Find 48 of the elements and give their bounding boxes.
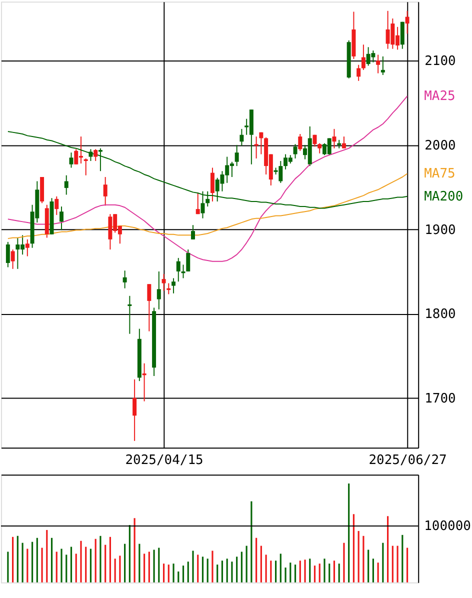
candlestick — [254, 136, 258, 159]
candlestick — [60, 206, 64, 231]
candlestick — [191, 224, 195, 240]
candlestick — [356, 64, 361, 82]
candlestick — [298, 134, 302, 152]
text: 100000 — [424, 519, 471, 534]
candlestick — [156, 270, 161, 310]
series-label: MA200 — [424, 189, 464, 204]
x-tick-label: 2025/04/15 — [125, 453, 204, 468]
candlestick — [376, 54, 380, 74]
candlestick — [342, 136, 346, 149]
candlestick — [162, 273, 166, 292]
series-label: MA75 — [424, 166, 456, 182]
candlestick — [103, 176, 108, 206]
candlestick — [122, 270, 127, 289]
candlestick — [400, 21, 404, 50]
candlestick — [380, 56, 385, 76]
candlestick — [259, 132, 264, 155]
candlestick — [332, 128, 336, 149]
candlestick — [234, 144, 239, 167]
candlestick — [186, 249, 190, 272]
candlestick — [240, 128, 244, 146]
candlestick — [94, 148, 98, 162]
y-tick-label: 1900 — [424, 222, 456, 238]
candlestick — [54, 196, 59, 216]
candlestick — [25, 238, 30, 257]
candlestick — [64, 174, 68, 196]
candlestick — [318, 142, 322, 154]
series-label: MA25 — [424, 89, 456, 104]
candlestick — [405, 10, 410, 34]
candlestick — [361, 44, 366, 70]
y-tick-label: 2000 — [424, 138, 456, 154]
candlestick — [293, 144, 298, 159]
candlestick — [69, 152, 74, 168]
y-tick-label: 2100 — [424, 54, 456, 70]
candlestick — [132, 378, 137, 442]
candlestick — [147, 284, 152, 332]
line-series — [7, 173, 408, 240]
candlestick — [196, 192, 200, 215]
candlestick — [6, 241, 10, 268]
candlestick — [176, 257, 180, 282]
candlestick — [10, 249, 15, 270]
candlestick — [172, 278, 176, 294]
y-tick-label: 1700 — [424, 391, 456, 406]
x-tick-label: 2025/06/27 — [368, 453, 447, 468]
candlestick — [210, 167, 214, 202]
y-tick-label: 1800 — [424, 307, 456, 322]
candlestick — [88, 148, 93, 162]
